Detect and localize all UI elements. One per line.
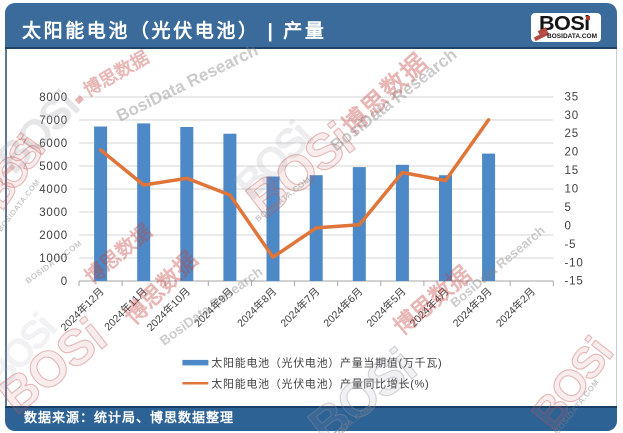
svg-text:2024年9月: 2024年9月 <box>191 285 236 330</box>
svg-text:2024年6月: 2024年6月 <box>321 285 366 330</box>
svg-text:35: 35 <box>565 91 579 103</box>
svg-text:8000: 8000 <box>39 92 68 104</box>
svg-text:-5: -5 <box>565 239 577 251</box>
svg-text:2000: 2000 <box>39 230 68 242</box>
svg-text:2024年8月: 2024年8月 <box>234 285 279 330</box>
svg-text:2024年10月: 2024年10月 <box>144 285 193 334</box>
svg-text:2024年11月: 2024年11月 <box>102 285 150 333</box>
svg-text:5: 5 <box>565 202 572 214</box>
svg-text:2024年5月: 2024年5月 <box>364 285 409 330</box>
svg-text:2024年4月: 2024年4月 <box>407 285 452 330</box>
svg-text:1000: 1000 <box>39 253 68 265</box>
svg-text:3000: 3000 <box>39 207 68 219</box>
svg-text:太阳能电池（光伏电池）产量同比增长(%): 太阳能电池（光伏电池）产量同比增长(%) <box>211 377 429 391</box>
svg-text:20: 20 <box>565 147 579 159</box>
svg-text:-15: -15 <box>565 276 584 288</box>
svg-text:2024年7月: 2024年7月 <box>278 285 323 330</box>
svg-text:7000: 7000 <box>39 115 68 127</box>
svg-text:2024年2月: 2024年2月 <box>493 285 538 330</box>
svg-text:2024年12月: 2024年12月 <box>58 285 107 334</box>
svg-text:30: 30 <box>565 110 579 122</box>
svg-text:6000: 6000 <box>39 138 68 150</box>
svg-text:太阳能电池（光伏电池）产量当期值(万千瓦): 太阳能电池（光伏电池）产量当期值(万千瓦) <box>211 356 442 370</box>
svg-text:0: 0 <box>61 276 68 288</box>
svg-text:10: 10 <box>565 184 579 196</box>
svg-text:-10: -10 <box>565 257 584 269</box>
svg-text:0: 0 <box>565 220 572 232</box>
svg-text:2024年3月: 2024年3月 <box>450 285 495 330</box>
svg-text:5000: 5000 <box>39 161 68 173</box>
svg-text:4000: 4000 <box>39 184 68 196</box>
svg-text:15: 15 <box>565 165 579 177</box>
svg-text:25: 25 <box>565 128 579 140</box>
